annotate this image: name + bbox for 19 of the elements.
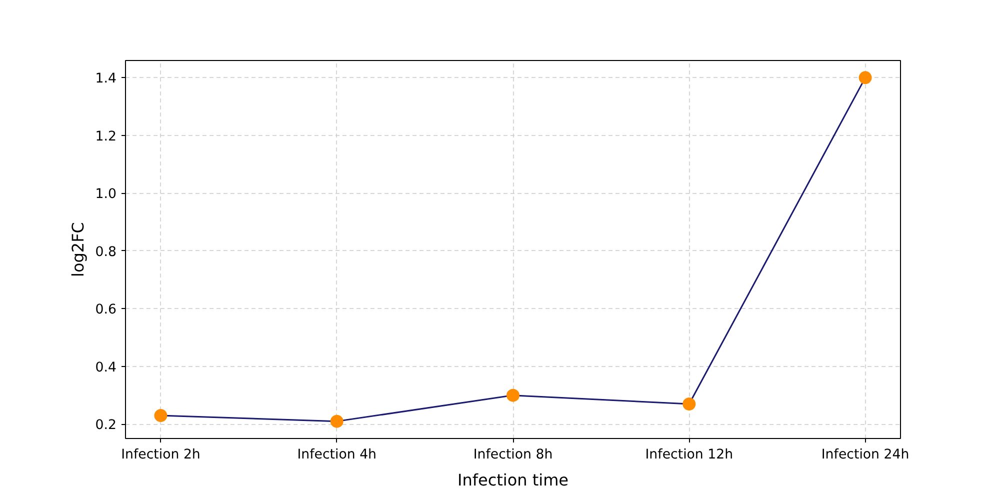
y-tick-label: 0.6 bbox=[95, 302, 117, 318]
x-tick-label: Infection 8h bbox=[473, 448, 553, 462]
y-tick-label: 1.0 bbox=[95, 187, 117, 202]
y-tick-label: 0.2 bbox=[95, 418, 117, 434]
point bbox=[682, 398, 696, 410]
point bbox=[154, 409, 168, 422]
y-tick-label: 0.4 bbox=[95, 360, 117, 376]
x-tick-label: Infection 12h bbox=[645, 448, 734, 462]
point bbox=[858, 71, 872, 84]
point bbox=[506, 388, 520, 402]
point bbox=[330, 414, 344, 428]
x-tick-label: Infection 24h bbox=[821, 448, 910, 462]
y-tick-label: 1.2 bbox=[95, 129, 117, 144]
y-tick-label: 0.8 bbox=[95, 244, 117, 260]
x-tick-label: Infection 2h bbox=[121, 448, 200, 462]
y-axis-title: log2FC bbox=[68, 222, 88, 277]
x-axis-title: Infection time bbox=[457, 470, 569, 490]
x-tick-label: Infection 4h bbox=[297, 448, 377, 462]
y-tick-label: 1.4 bbox=[95, 72, 117, 87]
